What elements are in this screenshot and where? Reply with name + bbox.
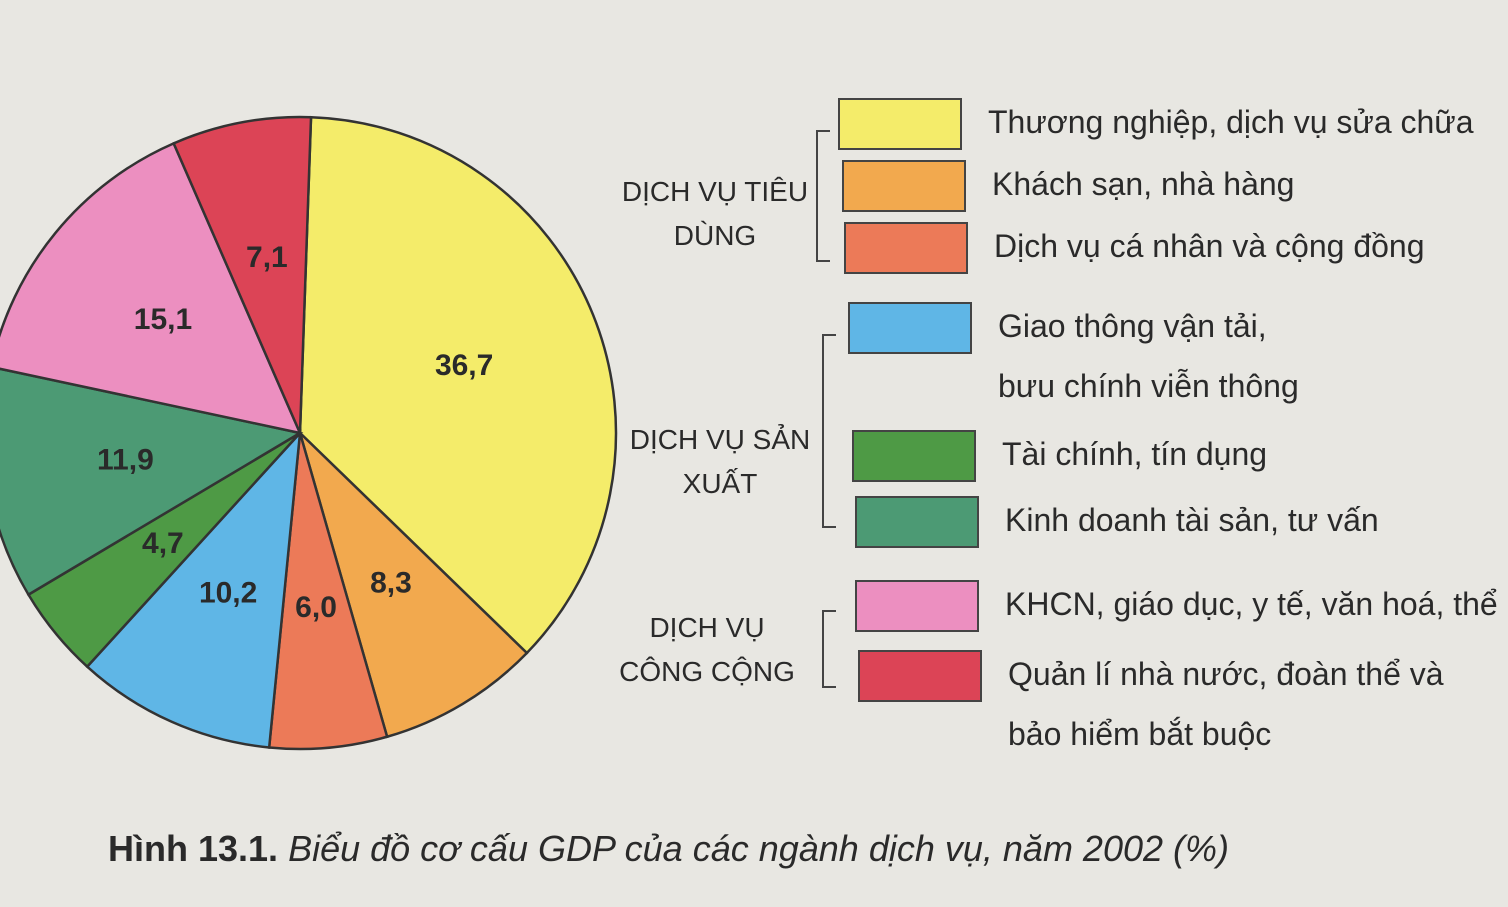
slice-label: 6,0 (295, 591, 337, 624)
slice-label: 15,1 (134, 303, 192, 336)
legend-item: KHCN, giáo dục, y tế, văn hoá, thể (855, 580, 1498, 634)
legend-swatch (858, 650, 982, 702)
legend-swatch (855, 580, 979, 632)
group-bracket (822, 610, 836, 688)
group-label: DỊCH VỤ CÔNG CỘNG (619, 612, 795, 687)
legend-text: KHCN, giáo dục, y tế, văn hoá, thể (1005, 586, 1498, 622)
group-label: DỊCH VỤ SẢN XUẤT (629, 424, 811, 499)
legend-swatch (848, 302, 972, 354)
slice-label: 4,7 (142, 527, 184, 560)
legend-text: Quản lí nhà nước, đoàn thể và bảo hiểm b… (1008, 656, 1444, 752)
legend-swatch (838, 98, 962, 150)
legend-text: Thương nghiệp, dịch vụ sửa chữa (988, 104, 1474, 140)
caption: Hình 13.1. Biểu đồ cơ cấu GDP của các ngà… (108, 828, 1229, 870)
pie-slice (0, 141, 303, 435)
pie-slice (85, 429, 302, 749)
slice-label: 10,2 (199, 577, 257, 610)
pie-slice (297, 428, 529, 739)
group-label: DỊCH VỤ TIÊU DÙNG (621, 176, 809, 251)
legend-text: Dịch vụ cá nhân và cộng đồng (994, 228, 1425, 264)
legend-item: Khách sạn, nhà hàng (842, 160, 1294, 214)
legend-item: Kinh doanh tài sản, tư vấn (855, 496, 1379, 550)
slice-label: 36,7 (435, 349, 493, 382)
slice-label: 8,3 (370, 567, 412, 600)
legend-item: Quản lí nhà nước, đoàn thể và bảo hiểm b… (858, 650, 1458, 764)
legend-swatch (855, 496, 979, 548)
legend-swatch (844, 222, 968, 274)
legend-item: Dịch vụ cá nhân và cộng đồng (844, 222, 1425, 276)
legend-text: Khách sạn, nhà hàng (992, 166, 1295, 202)
pie-slice (298, 115, 618, 655)
pie-slice (267, 432, 389, 751)
legend-item: Tài chính, tín dụng (852, 430, 1267, 484)
legend-item: Giao thông vận tải, bưu chính viễn thông (848, 302, 1328, 416)
pie-slice (172, 115, 313, 434)
legend-text: Giao thông vận tải, bưu chính viễn thông (998, 308, 1299, 404)
slice-label: 11,9 (97, 444, 154, 477)
legend-item: Thương nghiệp, dịch vụ sửa chữa (838, 98, 1474, 152)
group-bracket (816, 130, 830, 262)
legend-text: Kinh doanh tài sản, tư vấn (1005, 502, 1379, 538)
legend-swatch (842, 160, 966, 212)
legend-text: Tài chính, tín dụng (1002, 436, 1268, 472)
group-bracket (822, 334, 836, 528)
figure-label: Hình 13.1. (108, 828, 279, 869)
pie-slice (0, 367, 304, 597)
legend-swatch (852, 430, 976, 482)
slice-label: 7,1 (246, 241, 288, 274)
chart-title: Biểu đồ cơ cấu GDP của các ngành dịch vụ… (288, 828, 1230, 869)
